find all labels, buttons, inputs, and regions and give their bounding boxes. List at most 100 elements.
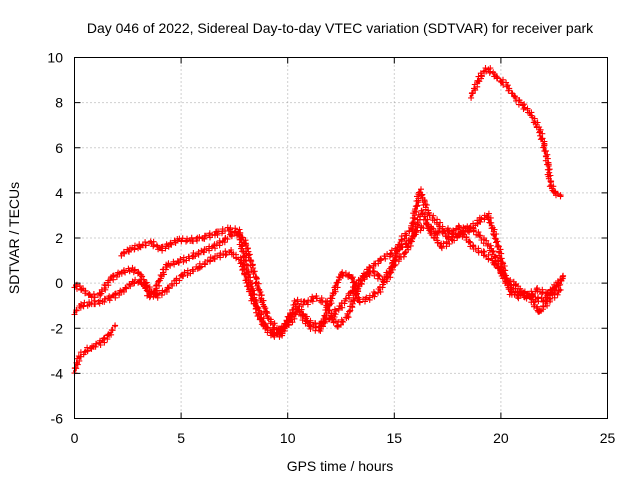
data-point: [537, 128, 541, 132]
data-point: [403, 252, 407, 256]
data-point: [90, 295, 93, 299]
data-point: [196, 265, 200, 269]
data-point: [377, 259, 381, 262]
data-points: [71, 65, 567, 377]
data-point: [409, 227, 413, 231]
data-point: [356, 299, 360, 303]
data-point: [388, 252, 392, 256]
data-point: [211, 256, 215, 260]
data-point: [275, 329, 279, 332]
data-point: [324, 302, 328, 305]
chart-title: Day 046 of 2022, Sidereal Day-to-day VTE…: [87, 20, 594, 36]
data-point: [243, 241, 247, 244]
data-point: [339, 272, 343, 276]
data-point: [177, 238, 181, 242]
data-point: [226, 227, 230, 231]
data-point: [314, 295, 317, 299]
data-point: [520, 103, 524, 107]
series-arc-3: [118, 186, 564, 336]
data-point: [493, 74, 496, 77]
data-point: [437, 223, 441, 226]
data-point: [546, 162, 550, 165]
data-point: [482, 69, 486, 73]
data-point: [100, 340, 104, 344]
data-point: [213, 232, 217, 235]
y-tick-label: 4: [55, 185, 63, 201]
data-point: [367, 268, 371, 271]
data-point: [130, 247, 134, 251]
data-point: [286, 324, 290, 328]
data-point: [493, 261, 496, 265]
data-point: [141, 243, 145, 247]
data-point: [450, 238, 454, 242]
data-point: [296, 308, 300, 312]
data-point: [478, 234, 481, 238]
data-point: [179, 274, 183, 278]
data-point: [537, 311, 541, 314]
axis-ticks: [74, 57, 608, 419]
data-point: [514, 283, 518, 287]
data-point: [264, 313, 268, 317]
data-point: [559, 193, 562, 197]
y-tick-label: 2: [55, 230, 63, 246]
data-point: [164, 263, 168, 267]
data-point: [399, 238, 403, 242]
data-point: [476, 80, 479, 84]
data-point: [122, 288, 125, 292]
data-point: [439, 245, 443, 249]
data-point: [83, 349, 87, 353]
data-point: [175, 261, 179, 265]
data-point: [542, 141, 545, 145]
data-point: [305, 302, 309, 305]
data-point: [92, 344, 96, 348]
data-point: [461, 232, 464, 235]
data-point: [149, 241, 153, 244]
data-point: [228, 234, 232, 238]
data-point: [237, 229, 241, 233]
x-axis-label: GPS time / hours: [287, 458, 394, 474]
data-point: [201, 250, 204, 253]
data-point: [130, 268, 134, 271]
data-point: [418, 189, 422, 193]
data-point: [388, 272, 392, 276]
data-point: [469, 94, 473, 98]
data-point: [294, 299, 298, 303]
data-point: [377, 288, 381, 292]
data-point: [113, 324, 117, 328]
data-point: [166, 243, 170, 247]
data-point: [98, 293, 102, 296]
data-point: [79, 304, 83, 308]
data-point: [164, 288, 168, 292]
data-point: [446, 227, 449, 231]
data-point: [446, 236, 449, 240]
x-tick-label: 25: [600, 430, 616, 446]
data-point: [505, 85, 509, 89]
data-point: [456, 225, 460, 229]
data-point: [211, 245, 215, 249]
data-point: [512, 94, 516, 98]
data-point: [559, 288, 562, 292]
y-tick-label: 10: [47, 50, 63, 66]
data-point: [339, 304, 343, 308]
data-point: [350, 274, 354, 278]
data-point: [499, 78, 503, 82]
data-point: [345, 315, 349, 319]
data-point: [467, 229, 471, 233]
y-axis-label: SDTVAR / TECUs: [6, 182, 22, 294]
data-point: [158, 247, 162, 251]
data-point: [109, 331, 113, 335]
data-point: [222, 238, 226, 242]
data-point: [90, 302, 93, 305]
data-point: [488, 245, 492, 249]
data-point: [154, 288, 157, 292]
data-point: [335, 324, 339, 328]
data-point: [254, 277, 258, 281]
series-arc-5: [468, 65, 564, 200]
data-point: [318, 329, 322, 332]
y-tick-label: 6: [55, 140, 63, 156]
data-point: [254, 302, 258, 305]
y-tick-label: -2: [51, 320, 64, 336]
data-point: [548, 297, 552, 301]
